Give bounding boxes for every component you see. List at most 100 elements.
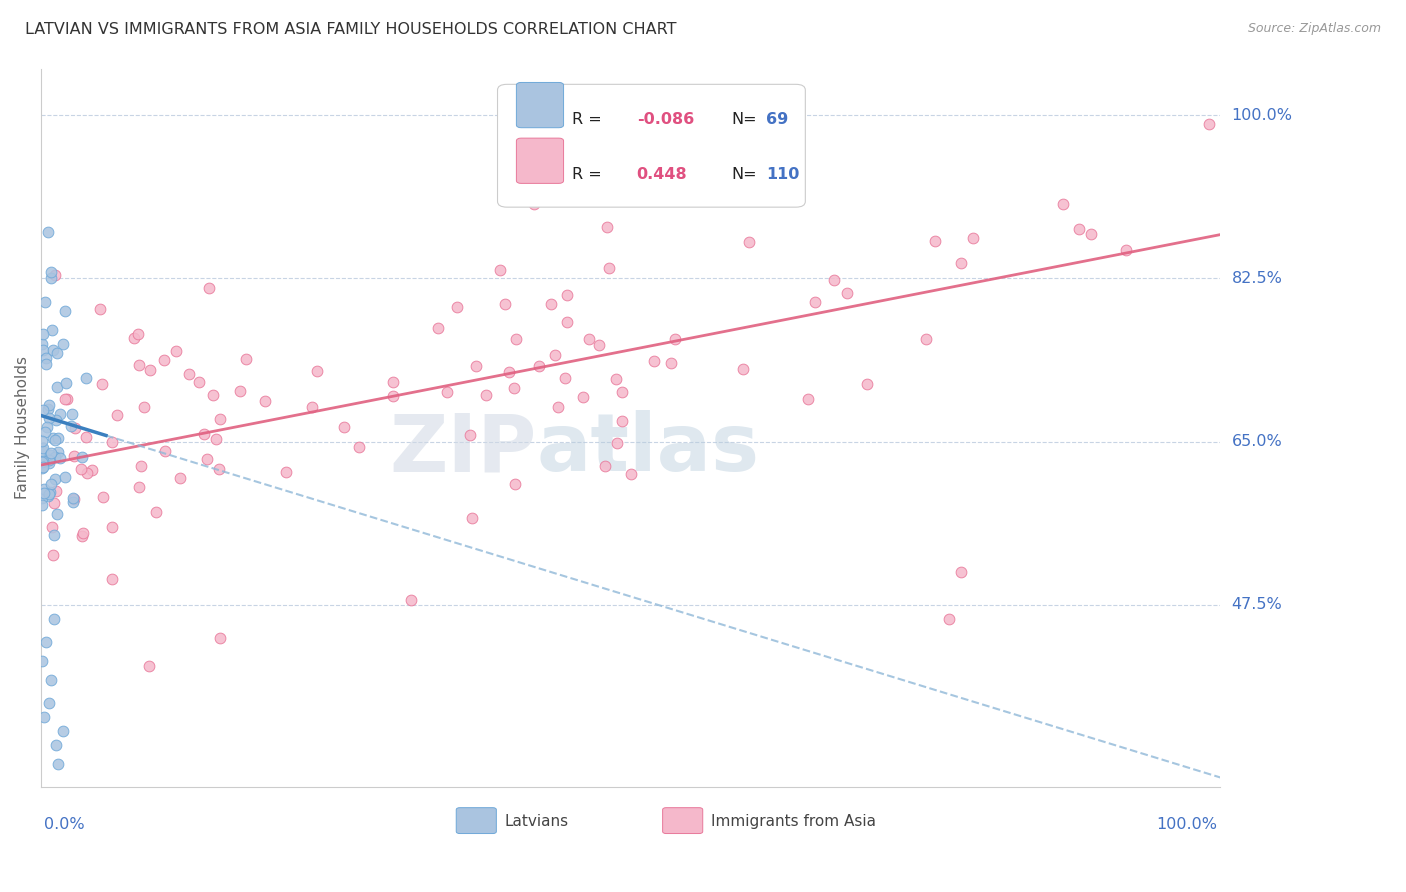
Point [31, 498, 53, 512]
Text: Source: ZipAtlas.com: Source: ZipAtlas.com [1247, 22, 1381, 36]
Point [53, 470, 76, 484]
Point [1052, 197, 1074, 211]
Point [201, 388, 224, 402]
Text: 47.5%: 47.5% [1232, 598, 1282, 613]
Point [938, 612, 960, 626]
Point [557, 315, 579, 329]
Text: 100.0%: 100.0% [1157, 817, 1218, 832]
Point [65, 421, 87, 435]
Point [195, 452, 218, 467]
Point [153, 443, 176, 458]
Point [804, 294, 827, 309]
Point [523, 196, 546, 211]
Point [169, 471, 191, 485]
Point [39, 265, 62, 279]
Text: -0.086: -0.086 [637, 112, 695, 127]
Point [197, 280, 219, 294]
Point [349, 440, 371, 454]
Point [56, 392, 79, 406]
Point [555, 288, 578, 302]
Point [122, 331, 145, 345]
Point [31, 491, 53, 505]
Point [460, 511, 482, 525]
Point [208, 461, 231, 475]
Point [593, 458, 616, 473]
Point [1080, 227, 1102, 242]
Point [588, 338, 610, 352]
Point [35, 420, 58, 434]
Point [31, 336, 53, 351]
Point [42, 548, 65, 562]
Point [381, 389, 404, 403]
Point [62, 449, 84, 463]
Point [547, 400, 569, 414]
Point [42, 343, 65, 357]
Point [138, 659, 160, 673]
Point [38, 410, 60, 425]
Point [134, 400, 156, 414]
Point [572, 390, 595, 404]
Text: N=: N= [731, 112, 756, 127]
Point [426, 321, 449, 335]
Text: 0.0%: 0.0% [44, 817, 84, 832]
Point [38, 398, 60, 412]
Point [596, 219, 619, 234]
Point [620, 467, 643, 481]
Point [1198, 118, 1220, 132]
Point [527, 359, 550, 373]
Point [205, 432, 228, 446]
Point [166, 343, 188, 358]
Point [75, 371, 97, 385]
Text: 0.448: 0.448 [637, 167, 688, 182]
Point [554, 370, 576, 384]
Point [659, 356, 682, 370]
Point [101, 573, 124, 587]
Point [474, 388, 496, 402]
FancyBboxPatch shape [516, 82, 564, 128]
Point [75, 430, 97, 444]
Point [39, 445, 62, 459]
Point [253, 394, 276, 409]
Text: 110: 110 [766, 167, 800, 182]
Point [382, 375, 405, 389]
Point [305, 364, 328, 378]
Point [70, 461, 93, 475]
Point [187, 375, 209, 389]
Point [44, 496, 66, 510]
Point [46, 444, 69, 458]
Point [44, 268, 66, 282]
Point [578, 332, 600, 346]
Point [46, 379, 69, 393]
Point [63, 492, 86, 507]
Point [540, 297, 562, 311]
Point [90, 377, 112, 392]
Point [45, 508, 67, 522]
Point [664, 332, 686, 346]
Point [34, 351, 56, 365]
Point [503, 477, 526, 491]
Point [34, 294, 56, 309]
Point [70, 450, 93, 464]
Point [39, 477, 62, 491]
Point [39, 448, 62, 462]
Point [544, 348, 567, 362]
Text: Immigrants from Asia: Immigrants from Asia [711, 814, 876, 829]
Point [89, 302, 111, 317]
Point [105, 409, 128, 423]
Text: 82.5%: 82.5% [1232, 271, 1282, 286]
Point [796, 392, 818, 406]
Text: Latvians: Latvians [505, 814, 568, 829]
Point [46, 756, 69, 771]
Point [37, 490, 59, 504]
Point [39, 485, 62, 500]
Point [436, 384, 458, 399]
Point [950, 256, 973, 270]
Point [41, 323, 63, 337]
Point [193, 426, 215, 441]
Point [950, 566, 973, 580]
Point [610, 414, 633, 428]
FancyBboxPatch shape [516, 138, 564, 184]
Point [53, 392, 76, 407]
Point [128, 480, 150, 494]
Point [179, 367, 201, 381]
